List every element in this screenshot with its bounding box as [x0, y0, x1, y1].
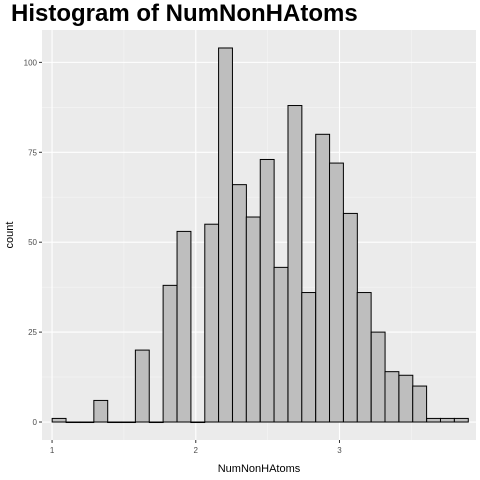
- x-tick-label: 1: [50, 446, 55, 455]
- histogram-bar: [135, 350, 149, 422]
- histogram-bar: [191, 422, 205, 423]
- histogram-bar: [440, 418, 454, 422]
- y-tick-label: 50: [28, 238, 37, 247]
- histogram-bar: [399, 375, 413, 422]
- histogram-bar: [177, 231, 191, 422]
- histogram-bar: [274, 267, 288, 422]
- histogram-bar: [80, 422, 94, 423]
- histogram-bar: [260, 159, 274, 422]
- histogram-bar: [288, 106, 302, 422]
- histogram-bar: [454, 418, 468, 422]
- histogram-bar: [371, 332, 385, 422]
- histogram-bar: [66, 422, 80, 423]
- histogram-bar: [122, 422, 136, 423]
- histogram-bar: [343, 213, 357, 422]
- histogram-bar: [316, 134, 330, 422]
- y-axis-title: count: [4, 222, 16, 249]
- histogram-bar: [385, 372, 399, 422]
- histogram-bar: [108, 422, 122, 423]
- histogram-bar: [427, 418, 441, 422]
- histogram-bar: [163, 285, 177, 422]
- histogram-bar: [302, 293, 316, 422]
- y-tick-label: 100: [24, 58, 38, 67]
- x-tick-label: 3: [337, 446, 342, 455]
- histogram-bar: [246, 217, 260, 422]
- y-axis: 0 25 50 75 100: [24, 58, 42, 427]
- histogram-bar: [94, 400, 108, 422]
- y-tick-label: 25: [28, 328, 37, 337]
- x-axis: 1234: [50, 440, 480, 455]
- histogram-bar: [330, 163, 344, 422]
- histogram-bar: [413, 386, 427, 422]
- histogram-bar: [149, 422, 163, 423]
- y-tick-label: 0: [33, 418, 38, 427]
- x-tick-label: 2: [194, 446, 199, 455]
- histogram-bar: [357, 293, 371, 422]
- histogram-bar: [205, 224, 219, 422]
- histogram-bar: [52, 418, 66, 422]
- y-tick-label: 75: [28, 148, 37, 157]
- x-axis-title: NumNonHAtoms: [218, 463, 301, 475]
- histogram-bar: [219, 48, 233, 422]
- histogram-bar: [233, 185, 247, 422]
